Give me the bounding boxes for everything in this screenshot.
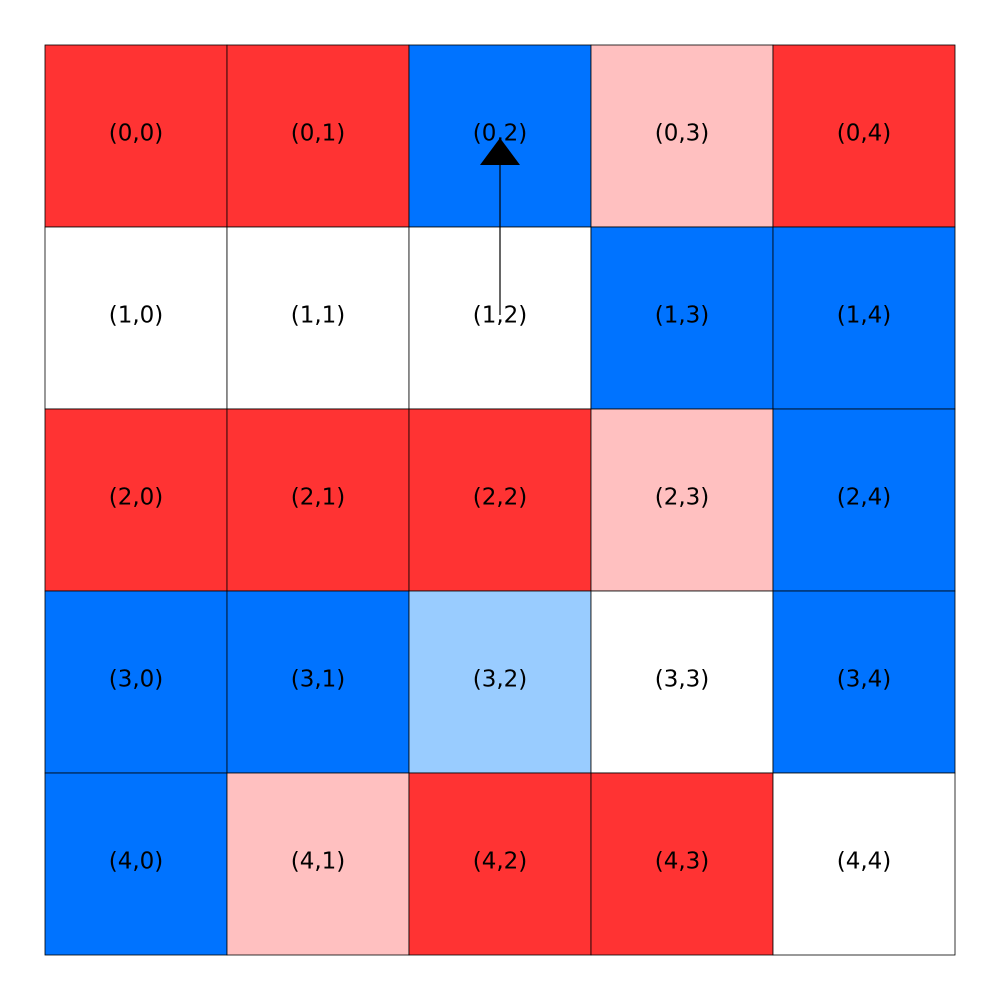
cell-label: (3,1) [291, 667, 346, 693]
cell [408, 408, 592, 592]
cell [44, 590, 228, 774]
cell [226, 772, 410, 956]
arrow-head [480, 138, 520, 165]
cell [590, 590, 774, 774]
cell-label: (2,1) [291, 485, 346, 511]
cell [226, 408, 410, 592]
cell [772, 44, 956, 228]
cell [772, 408, 956, 592]
cell-label: (4,2) [473, 849, 528, 875]
cell-label: (4,4) [837, 849, 892, 875]
cell [408, 590, 592, 774]
cell-label: (2,4) [837, 485, 892, 511]
cell-label: (1,3) [655, 303, 710, 329]
cell-label: (2,2) [473, 485, 528, 511]
cell-label: (4,3) [655, 849, 710, 875]
cell-label: (3,4) [837, 667, 892, 693]
cell-label: (3,0) [109, 667, 164, 693]
cell-label: (0,3) [655, 121, 710, 147]
cell-label: (0,1) [291, 121, 346, 147]
cell [44, 226, 228, 410]
cell-label: (0,4) [837, 121, 892, 147]
cell-label: (2,3) [655, 485, 710, 511]
cell-label: (2,0) [109, 485, 164, 511]
cell-label: (4,0) [109, 849, 164, 875]
cell-label: (1,1) [291, 303, 346, 329]
cell [226, 44, 410, 228]
cell [44, 772, 228, 956]
cell-label: (4,1) [291, 849, 346, 875]
cell [590, 408, 774, 592]
cell [590, 772, 774, 956]
cell-label: (0,0) [109, 121, 164, 147]
cell-label: (3,3) [655, 667, 710, 693]
cell [44, 44, 228, 228]
cell [226, 590, 410, 774]
cell [408, 772, 592, 956]
move-arrow [480, 138, 520, 315]
cell-label: (1,0) [109, 303, 164, 329]
cell [772, 772, 956, 956]
cell-label: (1,4) [837, 303, 892, 329]
cells: (0,0) (0,1) (0,2) (0,3) (0,4)(1,0) (1,1) (1,2)… [44, 44, 956, 956]
cell [590, 226, 774, 410]
cell [590, 44, 774, 228]
cell-label: (3,2) [473, 667, 528, 693]
cell [226, 226, 410, 410]
cell [44, 408, 228, 592]
